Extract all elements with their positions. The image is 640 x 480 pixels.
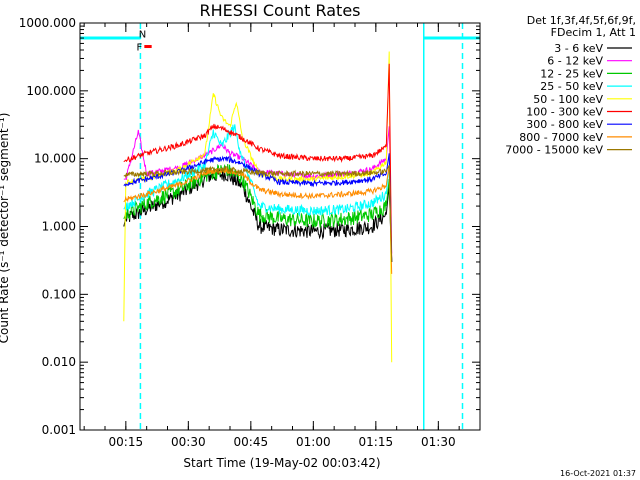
x-axis-label: Start Time (19-May-02 00:03:42)	[183, 456, 380, 470]
series-line-5	[123, 63, 393, 263]
legend-label-4: 50 - 100 keV	[533, 93, 603, 106]
y-tick-label-6: 1000.000	[19, 16, 76, 30]
legend-label-3: 25 - 50 keV	[540, 80, 603, 93]
y-tick-label-5: 100.000	[26, 84, 76, 98]
series-line-7	[123, 165, 393, 274]
legend-label-1: 6 - 12 keV	[547, 55, 603, 68]
chart-title: RHESSI Count Rates	[200, 1, 361, 20]
x-tick-label-5: 01:30	[421, 435, 456, 449]
x-tick-label-3: 01:00	[296, 435, 331, 449]
y-tick-label-0: 0.001	[42, 423, 76, 437]
x-tick-label-2: 00:45	[234, 435, 269, 449]
y-tick-label-4: 10.000	[34, 152, 76, 166]
series-line-2	[123, 163, 393, 263]
legend-label-6: 300 - 800 keV	[526, 118, 603, 131]
legend: Det 1f,3f,4f,5f,6f,9f,FDecim 1, Att 1 3 -…	[505, 14, 636, 157]
legend-label-2: 12 - 25 keV	[540, 67, 603, 80]
y-tick-label-2: 0.100	[42, 287, 76, 301]
series-line-4	[123, 51, 393, 363]
flag-label-2: N	[139, 30, 146, 41]
series-line-0	[123, 167, 393, 263]
x-tick-label-0: 00:15	[109, 435, 144, 449]
legend-header-1: FDecim 1, Att 1	[551, 26, 636, 39]
y-tick-label-1: 0.010	[42, 355, 76, 369]
footer-timestamp: 16-Oct-2021 01:37	[560, 469, 636, 478]
x-tick-label-1: 00:30	[171, 435, 206, 449]
legend-label-5: 100 - 300 keV	[526, 106, 603, 119]
legend-label-7: 800 - 7000 keV	[519, 131, 603, 144]
legend-header-0: Det 1f,3f,4f,5f,6f,9f,	[527, 14, 636, 27]
x-tick-label-4: 01:15	[359, 435, 394, 449]
flag-label-3: F	[136, 43, 142, 54]
y-tick-label-3: 1.000	[42, 220, 76, 234]
legend-label-0: 3 - 6 keV	[554, 42, 603, 55]
series-line-8	[123, 164, 393, 263]
series-line-3	[123, 124, 393, 263]
legend-label-8: 7000 - 15000 keV	[505, 144, 603, 157]
y-axis-label: Count Rate (s⁻¹ detector⁻¹ segment⁻¹)	[0, 113, 11, 344]
